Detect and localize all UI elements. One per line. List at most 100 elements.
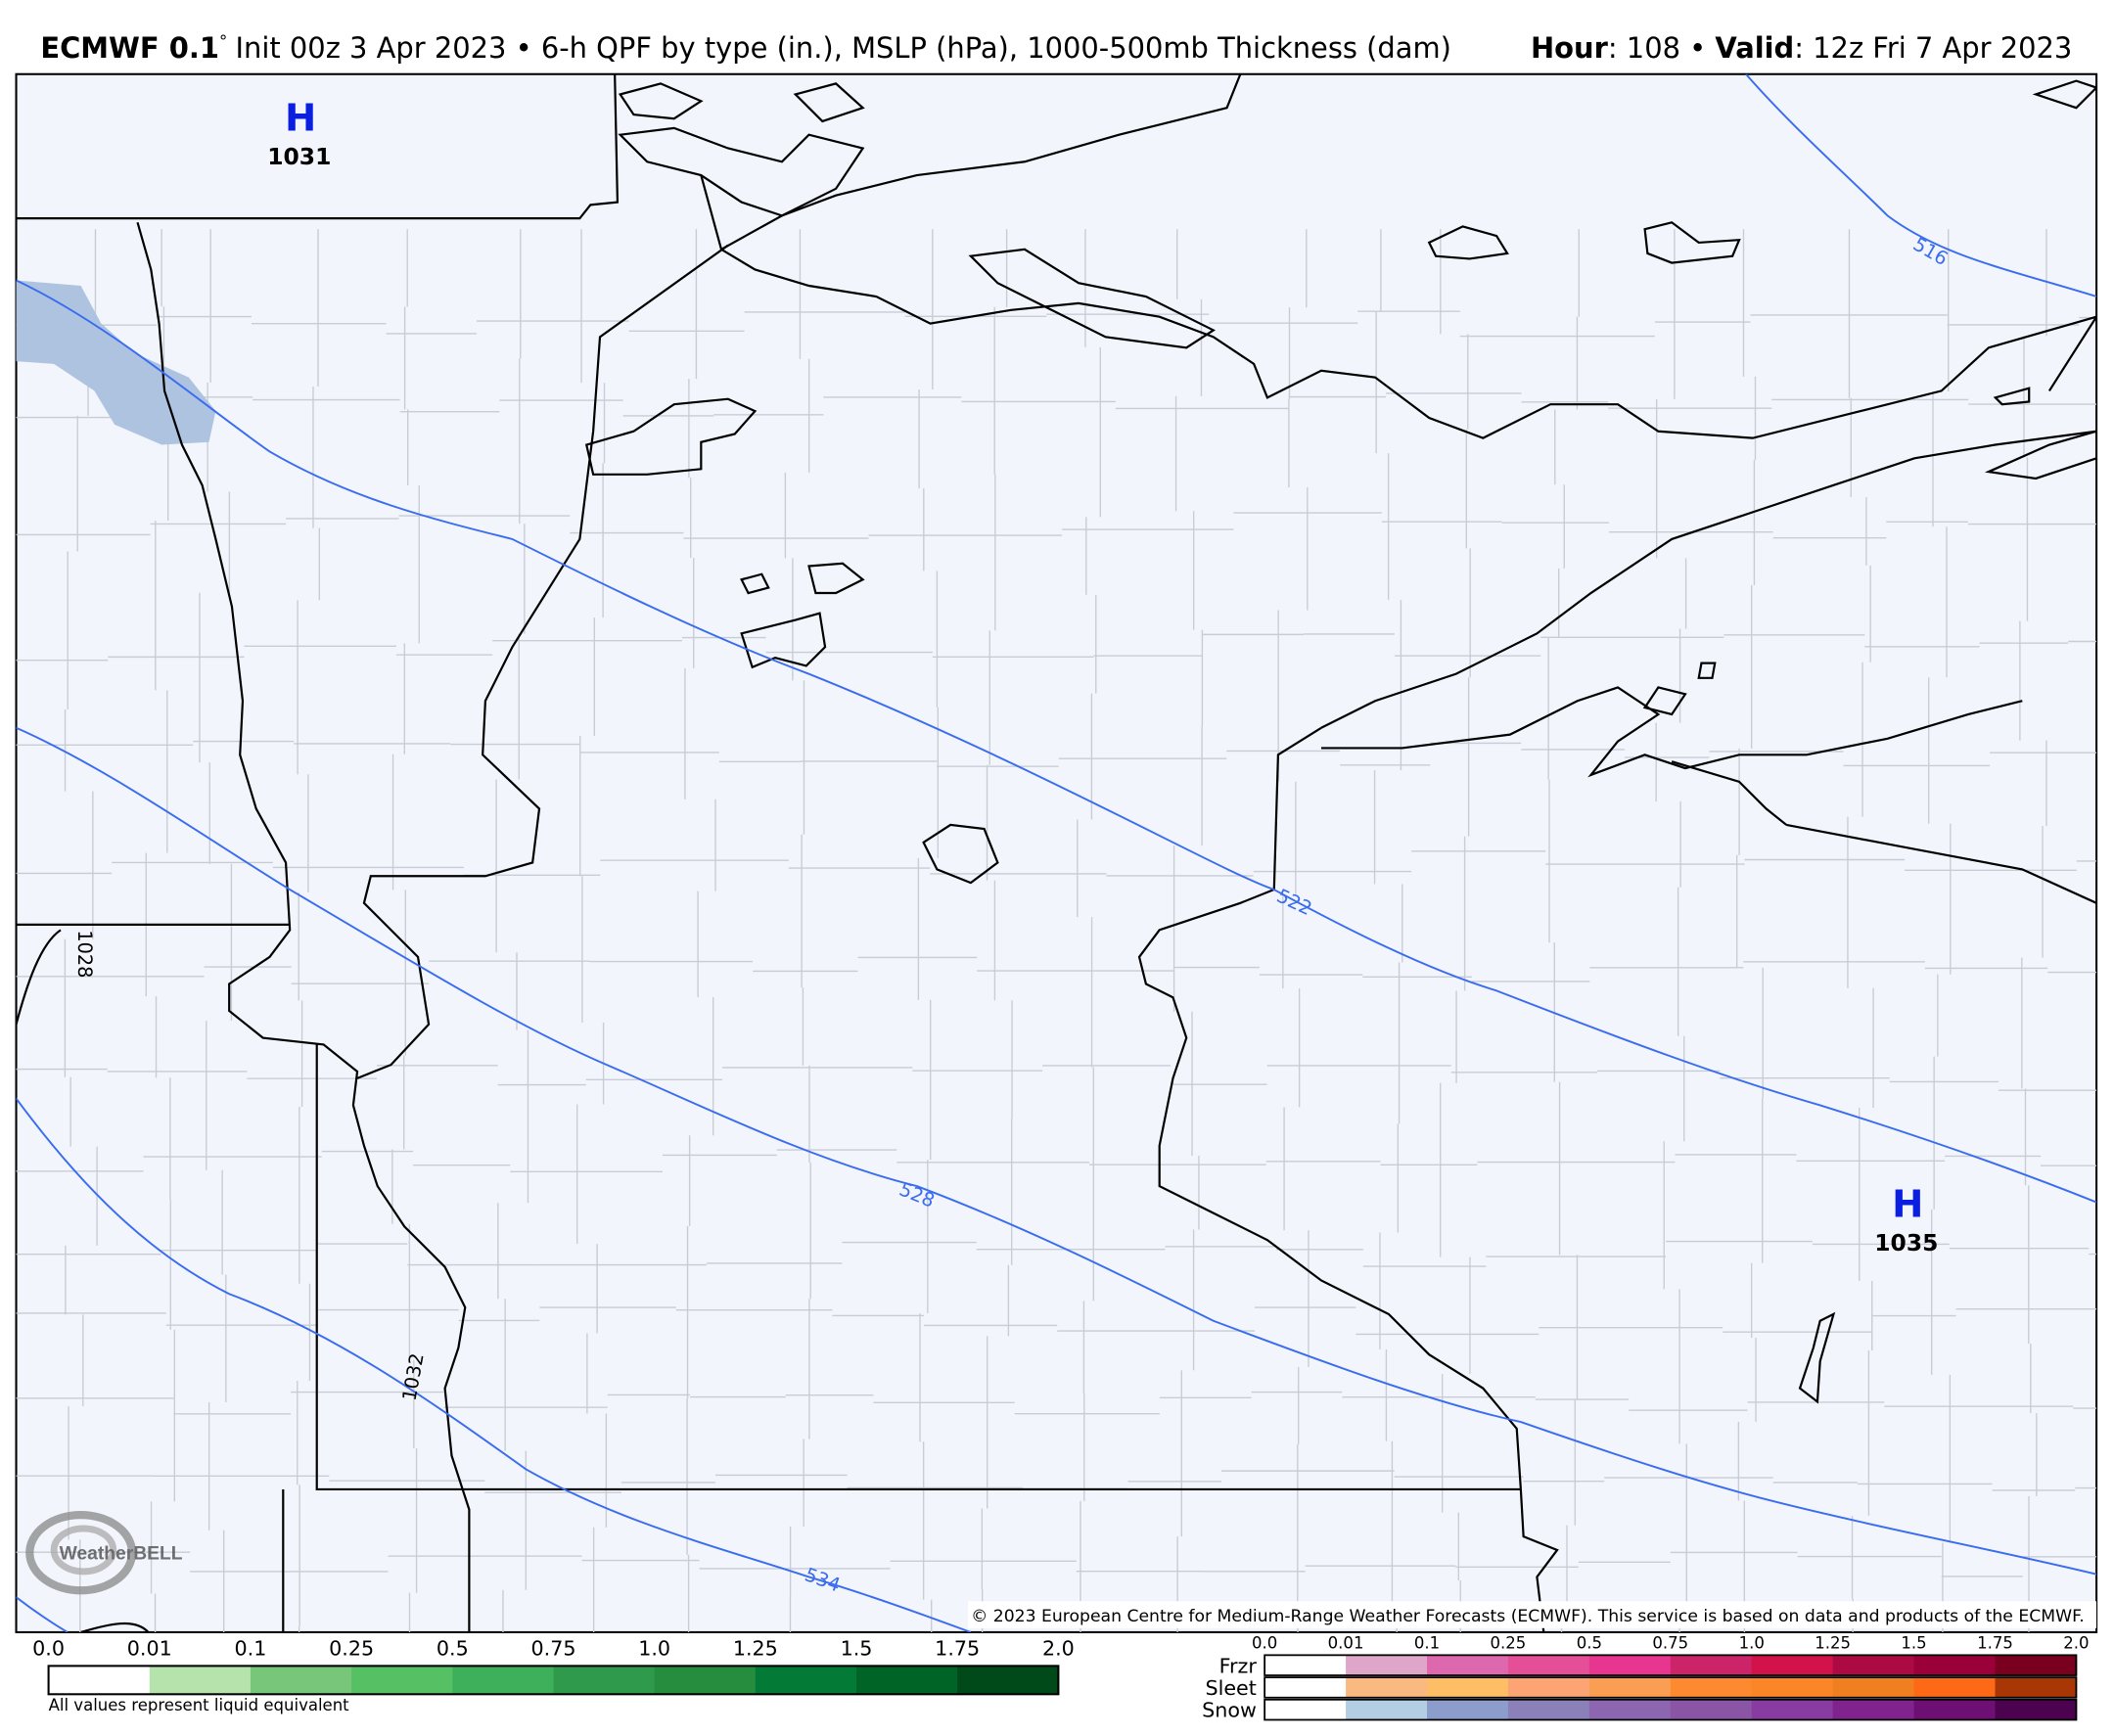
ptype-tick-label: 1.25: [1815, 1633, 1851, 1652]
hour-value: : 108 •: [1608, 31, 1716, 65]
qpf-color-swatch: [856, 1666, 958, 1695]
ptype-color-swatch: [1346, 1699, 1428, 1720]
high-pressure-center: H 1035: [1874, 1183, 1938, 1256]
ptype-row-frzr: Frzr: [1219, 1654, 2078, 1677]
qpf-tick-label: 0.01: [127, 1636, 172, 1660]
qpf-colorbar: [48, 1666, 1060, 1695]
qpf-note: All values represent liquid equivalent: [49, 1696, 350, 1714]
ptype-tick-labels: 0.0 0.01 0.1 0.25 0.5 0.75 1.0 1.25 1.5 1.75 2.0: [1252, 1633, 2090, 1652]
ptype-color-swatch: [1507, 1655, 1590, 1676]
qpf-tick-label: 2.0: [1042, 1636, 1075, 1660]
ptype-tick-label: 0.25: [1491, 1633, 1527, 1652]
ptype-tick-label: 0.0: [1252, 1633, 1277, 1652]
ptype-row-label: Snow: [1202, 1699, 1257, 1722]
isobar-1032: [80, 1622, 150, 1632]
qpf-color-swatch: [654, 1666, 757, 1695]
thickness-534: [16, 1097, 972, 1632]
ptype-color-swatch: [1588, 1655, 1672, 1676]
ptype-color-swatch: [1913, 1699, 1997, 1720]
qpf-tick-label: 1.0: [638, 1636, 670, 1660]
ptype-row-label: Frzr: [1219, 1654, 1258, 1677]
valid-label: Valid: [1715, 31, 1794, 65]
qpf-color-swatch: [149, 1666, 252, 1695]
thickness-contours: [16, 73, 2097, 1632]
qpf-tick-label: 0.75: [530, 1636, 575, 1660]
ptype-color-swatch: [1832, 1677, 1915, 1698]
degree-symbol: °: [219, 32, 227, 51]
ptype-color-swatch: [1264, 1677, 1347, 1698]
qpf-color-swatch: [250, 1666, 352, 1695]
ptype-color-swatch: [1670, 1699, 1753, 1720]
ptype-color-swatch: [1995, 1655, 2078, 1676]
ptype-color-swatch: [1670, 1655, 1753, 1676]
ptype-color-swatch: [1264, 1655, 1347, 1676]
ptype-color-swatch: [1751, 1655, 1834, 1676]
qpf-color-swatch: [553, 1666, 656, 1695]
ptype-color-swatch: [1995, 1699, 2078, 1720]
ptype-color-swatch: [1346, 1655, 1428, 1676]
ptype-tick-label: 0.75: [1652, 1633, 1688, 1652]
ptype-color-swatch: [1588, 1699, 1672, 1720]
isobar-1028: [16, 929, 62, 1026]
ptype-color-swatch: [1507, 1699, 1590, 1720]
thickness-516: [1745, 73, 2097, 297]
state-borders: [16, 73, 2097, 1632]
ptype-legend: 0.0 0.01 0.1 0.25 0.5 0.75 1.0 1.25 1.5 1.75 2.0 F…: [1202, 1633, 2089, 1721]
ptype-color-swatch: [1751, 1699, 1834, 1720]
ptype-color-swatch: [1670, 1677, 1753, 1698]
model-name: ECMWF 0.1: [40, 31, 219, 65]
ptype-color-swatch: [1832, 1655, 1915, 1676]
thickness-540: [16, 1596, 69, 1632]
map-background: [15, 72, 2098, 1633]
map-panel: 516 522 528 534 1028 1032 H 1031 H 1035: [15, 72, 2098, 1633]
qpf-color-swatch: [351, 1666, 453, 1695]
ptype-tick-label: 1.0: [1739, 1633, 1765, 1652]
qpf-tick-label: 1.75: [935, 1636, 980, 1660]
ptype-tick-label: 0.01: [1328, 1633, 1364, 1652]
qpf-tick-label: 0.5: [437, 1636, 469, 1660]
qpf-tick-label: 1.5: [841, 1636, 873, 1660]
high-symbol: H: [285, 97, 316, 141]
ptype-tick-label: 1.5: [1901, 1633, 1926, 1652]
qpf-tick-label: 1.25: [733, 1636, 778, 1660]
isobar-label-1028: 1028: [73, 930, 96, 978]
copyright-notice: © 2023 European Centre for Medium-Range …: [971, 1607, 2085, 1626]
header: ECMWF 0.1° Init 00z 3 Apr 2023 • 6-h QPF …: [40, 31, 2072, 65]
qpf-legend: 0.0 0.01 0.1 0.25 0.5 0.75 1.0 1.25 1.5 1.75 2.0 A…: [32, 1636, 1075, 1713]
ptype-color-swatch: [1427, 1655, 1509, 1676]
ptype-color-swatch: [1913, 1655, 1997, 1676]
svg-text:ECMWF 0.1°Init 00z 3 Apr 2023: ECMWF 0.1° Init 00z 3 Apr 2023 • 6-h QPF …: [40, 31, 1451, 65]
high-pressure-value: 1031: [267, 143, 331, 170]
ptype-tick-label: 0.5: [1577, 1633, 1602, 1652]
thickness-522: [16, 279, 2097, 1204]
ptype-color-swatch: [1346, 1677, 1428, 1698]
ptype-color-swatch: [1751, 1677, 1834, 1698]
header-description: Init 00z 3 Apr 2023 • 6-h QPF by type (i…: [236, 31, 1451, 65]
high-symbol: H: [1892, 1183, 1923, 1227]
ptype-row-snow: Snow: [1202, 1699, 2078, 1722]
ptype-color-swatch: [1588, 1677, 1672, 1698]
ptype-tick-label: 0.1: [1414, 1633, 1440, 1652]
thickness-528: [16, 726, 2097, 1576]
valid-value: : 12z Fri 7 Apr 2023: [1794, 31, 2072, 65]
ptype-row-label: Sleet: [1205, 1676, 1256, 1700]
ptype-color-swatch: [1427, 1677, 1509, 1698]
weatherbell-logo: WeatherBELL: [25, 1510, 183, 1595]
hour-label: Hour: [1531, 31, 1609, 65]
qpf-tick-label: 0.1: [235, 1636, 267, 1660]
ptype-tick-label: 2.0: [2063, 1633, 2089, 1652]
ptype-color-swatch: [1995, 1677, 2078, 1698]
ptype-color-swatch: [1913, 1677, 1997, 1698]
ptype-row-sleet: Sleet: [1205, 1676, 2078, 1700]
svg-text:Hour: 108 • Valid: 12z Fri 7 A: Hour: 108 • Valid: 12z Fri 7 Apr 2023: [1531, 31, 2072, 65]
isobars: [16, 929, 150, 1632]
high-pressure-center: H 1031: [267, 97, 331, 170]
ptype-color-swatch: [1427, 1699, 1509, 1720]
ptype-color-swatch: [1832, 1699, 1915, 1720]
qpf-tick-labels: 0.0 0.01 0.1 0.25 0.5 0.75 1.0 1.25 1.5 1.75 2.0: [32, 1636, 1075, 1660]
ptype-color-swatch: [1264, 1699, 1347, 1720]
qpf-color-swatch: [755, 1666, 857, 1695]
high-pressure-value: 1035: [1874, 1229, 1938, 1256]
